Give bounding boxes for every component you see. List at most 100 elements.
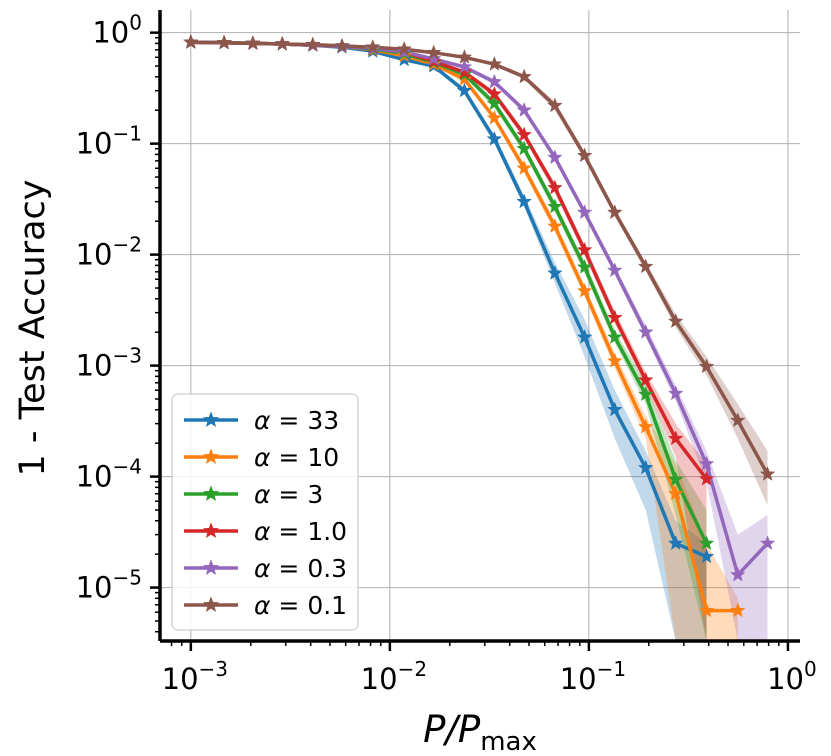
data-point — [516, 140, 532, 156]
data-point — [396, 40, 412, 56]
data-point — [547, 97, 563, 113]
data-point — [486, 95, 503, 111]
data-point — [456, 58, 473, 74]
legend-label: α = 33 — [254, 406, 339, 435]
data-point — [334, 37, 350, 53]
data-point — [607, 401, 623, 417]
y-tick-label: 10−4 — [76, 455, 142, 494]
x-tick-label: 10−2 — [361, 657, 427, 696]
data-point — [698, 470, 715, 486]
data-point — [607, 329, 623, 344]
legend-box — [171, 393, 359, 631]
data-point — [667, 313, 684, 329]
data-point — [425, 50, 442, 66]
data-point — [667, 485, 684, 501]
legend-label: α = 0.3 — [254, 554, 347, 583]
data-point — [637, 323, 654, 339]
data-point — [576, 282, 593, 298]
data-point — [576, 147, 593, 163]
data-point — [547, 179, 563, 195]
data-point — [305, 36, 321, 52]
data-point — [759, 465, 776, 481]
data-point — [667, 430, 684, 446]
data-point — [547, 198, 563, 214]
data-point — [274, 35, 291, 51]
x-axis-label-sub: max — [480, 727, 537, 756]
y-tick-label: 10−2 — [76, 233, 142, 272]
data-point — [516, 68, 532, 84]
data-point — [667, 471, 684, 487]
legend-marker — [202, 596, 220, 613]
y-tick-label: 100 — [92, 11, 142, 50]
data-point — [576, 329, 593, 344]
y-axis-label: 1 - Test Accuracy — [13, 180, 53, 477]
data-point — [607, 204, 623, 220]
plot-area: 10−3 10−2 10−1 100 100 10−1 10−2 10−3 10−4 10−5 — [76, 10, 817, 696]
x-tick-label: 10−1 — [560, 657, 626, 696]
data-point — [667, 385, 684, 401]
legend-label: α = 10 — [254, 443, 339, 472]
data-point — [607, 352, 623, 368]
grid-lines — [160, 10, 800, 641]
data-point — [245, 35, 261, 51]
data-point — [456, 49, 473, 64]
data-point — [486, 130, 503, 146]
data-point — [516, 126, 532, 142]
series-band — [190, 41, 768, 642]
legend-marker — [202, 448, 220, 465]
series-line — [190, 40, 770, 476]
data-point — [667, 535, 684, 551]
data-point — [486, 73, 503, 89]
data-point — [516, 101, 532, 117]
data-point — [425, 44, 442, 60]
data-point — [730, 412, 746, 428]
data-point — [547, 218, 563, 233]
axis-ticks: 10−3 10−2 10−1 100 100 10−1 10−2 10−3 10−4 10−5 — [76, 11, 817, 696]
legend-label: α = 3 — [254, 480, 323, 509]
data-point — [547, 149, 563, 165]
data-point — [607, 309, 623, 325]
data-point — [216, 34, 232, 50]
y-tick-label: 10−5 — [76, 566, 142, 605]
x-axis-label: P/Pmax — [423, 708, 537, 756]
data-point — [698, 602, 715, 618]
data-point — [547, 264, 563, 280]
data-point — [456, 82, 473, 98]
x-tick-label: 10−3 — [162, 657, 228, 696]
data-point — [365, 38, 381, 54]
data-point — [730, 566, 746, 582]
data-point — [456, 71, 473, 87]
y-tick-label: 10−1 — [76, 122, 142, 161]
data-point — [456, 63, 473, 79]
data-point — [576, 258, 593, 274]
data-point — [576, 241, 593, 257]
data-point — [486, 55, 503, 71]
series-markers — [183, 33, 776, 618]
y-tick-label: 10−3 — [76, 344, 142, 383]
legend-label: α = 0.1 — [254, 591, 347, 620]
data-point — [486, 109, 503, 125]
confidence-bands — [190, 41, 768, 642]
data-point — [698, 535, 715, 551]
data-point — [486, 85, 503, 101]
data-point — [576, 204, 593, 220]
x-axis-label-main: P/P — [423, 708, 481, 751]
data-point — [637, 459, 654, 475]
series-band — [190, 41, 768, 506]
x-tick-label: 100 — [767, 657, 817, 696]
legend-marker — [202, 485, 220, 502]
data-point — [759, 535, 776, 551]
series-band — [190, 41, 738, 642]
data-point — [730, 602, 746, 618]
data-point — [698, 548, 715, 564]
legend: α = 33 α = 10 α = 3 α = 1.0 α = 0.3 α = 0.1 — [171, 393, 359, 631]
data-point — [516, 193, 532, 209]
axes — [158, 10, 800, 643]
data-point — [183, 33, 199, 49]
data-point — [637, 258, 654, 274]
data-point — [607, 262, 623, 278]
data-point — [637, 418, 654, 434]
data-point — [516, 160, 532, 175]
legend-marker — [202, 559, 220, 576]
